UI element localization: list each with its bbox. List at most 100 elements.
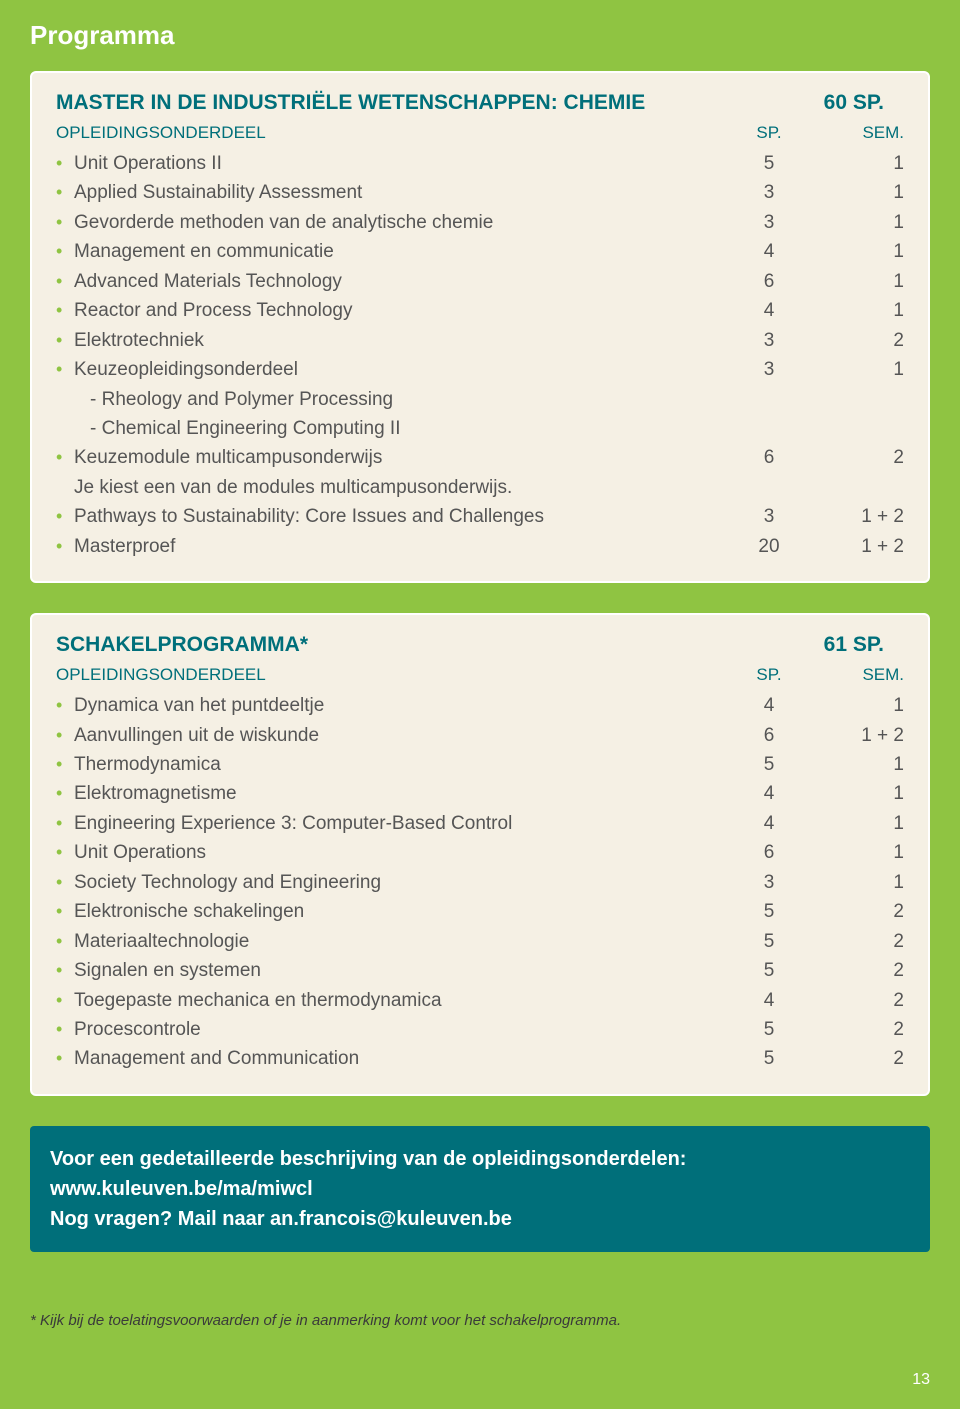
header-sem: SEM. <box>814 123 904 143</box>
master-programme-box: MASTER IN DE INDUSTRIËLE WETENSCHAPPEN: … <box>30 71 930 583</box>
table-row: •Toegepaste mechanica en thermodynamica4… <box>56 986 904 1015</box>
header-label: OPLEIDINGSONDERDEEL <box>56 665 724 685</box>
bullet-icon: • <box>56 179 74 207</box>
row-label: Keuzeopleidingsonderdeel <box>74 355 724 384</box>
table-row: •Society Technology and Engineering31 <box>56 868 904 897</box>
row-sem: 1 <box>814 868 904 897</box>
row-sem: 1 <box>814 750 904 779</box>
row-sem: 1 <box>814 296 904 325</box>
row-label: Management and Communication <box>74 1044 724 1073</box>
bullet-icon: • <box>56 1045 74 1073</box>
row-label: Reactor and Process Technology <box>74 296 724 325</box>
row-sem: 1 <box>814 178 904 207</box>
row-sp: 5 <box>724 956 814 985</box>
info-line1: Voor een gedetailleerde beschrijving van… <box>50 1144 910 1174</box>
row-label: Applied Sustainability Assessment <box>74 178 724 207</box>
footnote: * Kijk bij de toelatingsvoorwaarden of j… <box>30 1312 930 1329</box>
table-row: •Procescontrole52 <box>56 1015 904 1044</box>
header-sp: SP. <box>724 123 814 143</box>
schakel-total-sp: 61 SP. <box>794 633 904 657</box>
bullet-icon: • <box>56 957 74 985</box>
row-sem: 2 <box>814 956 904 985</box>
bullet-icon: • <box>56 503 74 531</box>
row-sp: 3 <box>724 326 814 355</box>
bullet-icon: • <box>56 356 74 384</box>
row-sem: 2 <box>814 897 904 926</box>
page-title: Programma <box>30 20 930 51</box>
row-sem: 2 <box>814 927 904 956</box>
bullet-icon: • <box>56 987 74 1015</box>
bullet-icon: • <box>56 297 74 325</box>
row-sp: 5 <box>724 927 814 956</box>
master-header-row: OPLEIDINGSONDERDEEL SP. SEM. <box>56 123 904 143</box>
table-row: •Engineering Experience 3: Computer-Base… <box>56 809 904 838</box>
row-label: Gevorderde methoden van de analytische c… <box>74 208 724 237</box>
bullet-icon: • <box>56 810 74 838</box>
row-sem: 1 + 2 <box>814 532 904 561</box>
bullet-icon: • <box>56 209 74 237</box>
row-sp: 3 <box>724 355 814 384</box>
bullet-icon: • <box>56 444 74 472</box>
row-sp: 5 <box>724 1015 814 1044</box>
master-total-sp: 60 SP. <box>794 91 904 115</box>
row-label: Elektrotechniek <box>74 326 724 355</box>
table-row: •Management en communicatie41 <box>56 237 904 266</box>
row-sp: 3 <box>724 868 814 897</box>
info-url: www.kuleuven.be/ma/miwcl <box>50 1174 910 1204</box>
row-sem: 1 + 2 <box>814 502 904 531</box>
row-label: Aanvullingen uit de wiskunde <box>74 721 724 750</box>
row-label: Toegepaste mechanica en thermodynamica <box>74 986 724 1015</box>
row-label: Masterproef <box>74 532 724 561</box>
row-sem: 1 <box>814 779 904 808</box>
master-title: MASTER IN DE INDUSTRIËLE WETENSCHAPPEN: … <box>56 91 794 115</box>
bullet-icon: • <box>56 268 74 296</box>
row-sem: 2 <box>814 1015 904 1044</box>
row-note: Je kiest een van de modules multicampuso… <box>56 473 904 502</box>
bullet-icon: • <box>56 722 74 750</box>
row-sem: 1 + 2 <box>814 721 904 750</box>
row-label: Elektronische schakelingen <box>74 897 724 926</box>
row-label: Unit Operations II <box>74 149 724 178</box>
header-label: OPLEIDINGSONDERDEEL <box>56 123 724 143</box>
header-sem: SEM. <box>814 665 904 685</box>
info-line2: Nog vragen? Mail naar an.francois@kuleuv… <box>50 1204 910 1234</box>
bullet-icon: • <box>56 533 74 561</box>
info-box: Voor een gedetailleerde beschrijving van… <box>30 1126 930 1252</box>
row-sp: 5 <box>724 149 814 178</box>
row-label: Engineering Experience 3: Computer-Based… <box>74 809 724 838</box>
row-sp: 6 <box>724 838 814 867</box>
table-row: •Elektronische schakelingen52 <box>56 897 904 926</box>
row-label: Society Technology and Engineering <box>74 868 724 897</box>
row-sem: 1 <box>814 838 904 867</box>
schakel-rows: •Dynamica van het puntdeeltje41•Aanvulli… <box>56 691 904 1074</box>
row-sp: 3 <box>724 208 814 237</box>
table-row: •Thermodynamica51 <box>56 750 904 779</box>
table-row: •Dynamica van het puntdeeltje41 <box>56 691 904 720</box>
table-row: •Masterproef201 + 2 <box>56 532 904 561</box>
header-sp: SP. <box>724 665 814 685</box>
row-sem: 1 <box>814 267 904 296</box>
row-sp: 5 <box>724 897 814 926</box>
row-label: Thermodynamica <box>74 750 724 779</box>
bullet-icon: • <box>56 839 74 867</box>
row-sp: 6 <box>724 721 814 750</box>
row-sem: 2 <box>814 1044 904 1073</box>
row-sp: 3 <box>724 502 814 531</box>
bullet-icon: • <box>56 692 74 720</box>
table-row: •Reactor and Process Technology41 <box>56 296 904 325</box>
master-title-row: MASTER IN DE INDUSTRIËLE WETENSCHAPPEN: … <box>56 91 904 115</box>
table-row: •Keuzeopleidingsonderdeel31 <box>56 355 904 384</box>
row-sem: 1 <box>814 208 904 237</box>
bullet-icon: • <box>56 751 74 779</box>
bullet-icon: • <box>56 780 74 808</box>
table-row: •Advanced Materials Technology61 <box>56 267 904 296</box>
table-row: •Aanvullingen uit de wiskunde61 + 2 <box>56 721 904 750</box>
row-sp: 20 <box>724 532 814 561</box>
table-row: •Unit Operations II51 <box>56 149 904 178</box>
table-row: •Signalen en systemen52 <box>56 956 904 985</box>
row-label: Procescontrole <box>74 1015 724 1044</box>
row-sem: 2 <box>814 986 904 1015</box>
table-row: •Applied Sustainability Assessment31 <box>56 178 904 207</box>
row-sp: 4 <box>724 986 814 1015</box>
table-row: •Unit Operations61 <box>56 838 904 867</box>
